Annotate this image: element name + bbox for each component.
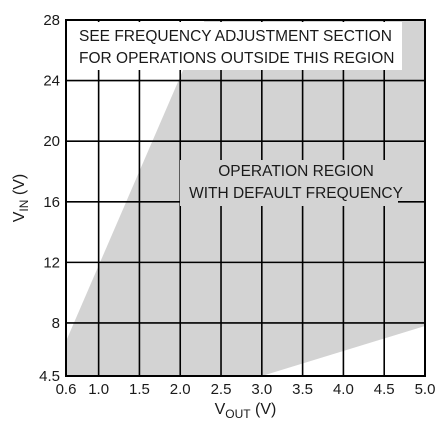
x-axis-label-sub: OUT (225, 407, 251, 421)
y-axis-label: VIN (V) (11, 174, 31, 222)
x-tick-label-5: 3.0 (251, 381, 272, 398)
y-tick-label-3: 16 (43, 194, 60, 211)
x-tick-label-6: 3.5 (292, 381, 313, 398)
x-axis-label-unit: (V) (251, 401, 277, 418)
axis-label-layer: VOUT (V)VIN (V) (11, 174, 276, 421)
y-axis-label-unit: (V) (11, 174, 28, 200)
y-tick-label-2: 12 (43, 254, 60, 271)
region-label-line-1: OPERATION REGION (218, 163, 374, 180)
y-tick-label-5: 24 (43, 73, 60, 90)
grid-layer (65, 19, 426, 377)
y-tick-label-0: 4.5 (39, 368, 60, 385)
y-tick-label-6: 28 (43, 12, 60, 29)
x-tick-label-2: 1.5 (129, 381, 150, 398)
region-label-line-2: WITH DEFAULT FREQUENCY (189, 185, 403, 202)
x-tick-label-3: 2.0 (170, 381, 191, 398)
x-axis-label: VOUT (V) (215, 401, 277, 421)
plot-frame (65, 19, 426, 377)
y-axis-label-main: V (11, 211, 28, 222)
outside-note-line-1: SEE FREQUENCY ADJUSTMENT SECTION (79, 28, 392, 45)
x-tick-label-9: 5.0 (415, 381, 436, 398)
y-axis-label-sub: IN (17, 200, 31, 212)
x-tick-label-7: 4.0 (333, 381, 354, 398)
x-axis-label-main: V (215, 401, 226, 418)
y-tick-label-1: 8 (52, 315, 60, 332)
x-tick-label-1: 1.0 (88, 381, 109, 398)
x-tick-label-8: 4.5 (374, 381, 395, 398)
y-tick-label-4: 20 (43, 133, 60, 150)
annotation-layer: SEE FREQUENCY ADJUSTMENT SECTION FOR OPER… (68, 22, 403, 206)
x-tick-label-0: 0.6 (56, 381, 77, 398)
x-tick-label-4: 2.5 (211, 381, 232, 398)
region-label-background (180, 160, 398, 206)
outside-note-background (68, 22, 402, 70)
tick-label-layer: 0.6 1.0 1.5 2.0 2.5 3.0 3.5 4.0 4.5 5.0 4.5 8 12 16 20… (39, 12, 435, 398)
outside-note-line-2: FOR OPERATIONS OUTSIDE THIS REGION (79, 50, 395, 67)
